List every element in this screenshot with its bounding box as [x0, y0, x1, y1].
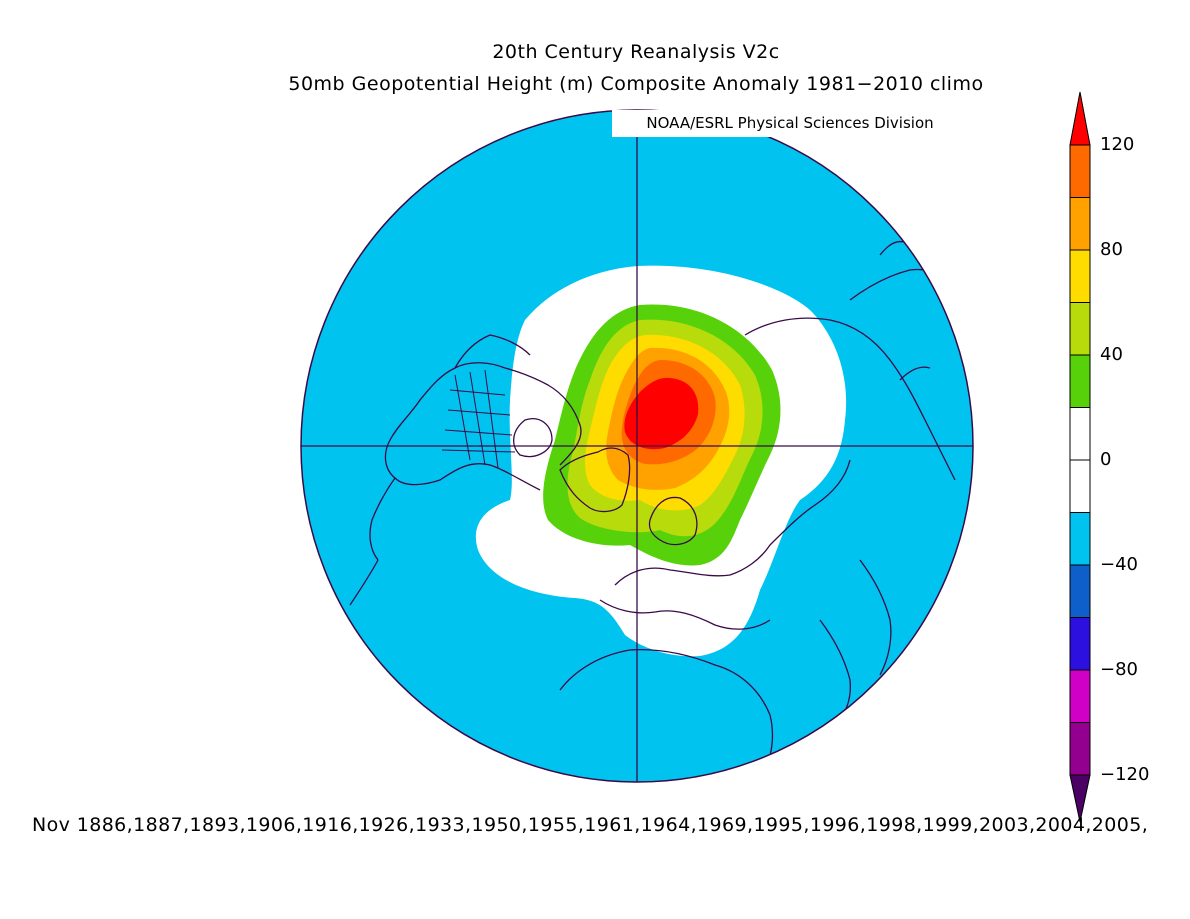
state-borders	[441, 369, 516, 469]
coastlines	[349, 240, 956, 771]
coast-europe	[614, 459, 851, 586]
chart-title-line2: 50mb Geopotential Height (m) Composite A…	[288, 73, 984, 95]
coast-mediterranean	[599, 599, 771, 630]
composite-years: Nov 1886,1887,1893,1906,1916,1926,1933,1…	[32, 814, 1149, 836]
coast-asia	[744, 317, 956, 481]
colorbar-seg-40	[1069, 354, 1091, 408]
coast-south-america	[349, 559, 379, 606]
colorbar-top-triangle	[1069, 91, 1091, 146]
colorbar-seg-neg40	[1069, 564, 1091, 618]
coast-north-america	[384, 362, 582, 491]
coast-alaska	[454, 334, 531, 369]
coast-kamchatka	[879, 240, 906, 256]
colorbar-seg-neg100	[1069, 722, 1091, 776]
colorbar-label-80: 80	[1100, 239, 1123, 260]
colorbar	[1069, 91, 1091, 823]
colorbar-label-40: 40	[1100, 344, 1123, 365]
colorbar-seg-60	[1069, 302, 1091, 356]
coast-africa	[559, 649, 774, 771]
coast-hudson	[513, 418, 553, 458]
coast-greenland	[559, 447, 631, 513]
colorbar-label-neg120: −120	[1100, 764, 1150, 785]
coast-japan	[899, 366, 931, 381]
coast-central-america	[369, 477, 396, 561]
colorbar-seg-neg60	[1069, 617, 1091, 671]
colorbar-seg-neg20	[1069, 512, 1091, 566]
colorbar-label-0: 0	[1100, 449, 1112, 470]
colorbar-seg-100	[1069, 197, 1091, 251]
colorbar-seg-0	[1069, 459, 1091, 513]
colorbar-label-neg80: −80	[1100, 659, 1138, 680]
coast-scandinavia	[648, 496, 698, 546]
colorbar-seg-20	[1069, 407, 1091, 461]
chart-title-line1: 20th Century Reanalysis V2c	[492, 41, 780, 63]
credit-box	[612, 110, 968, 137]
colorbar-label-120: 120	[1100, 134, 1135, 155]
colorbar-seg-neg80	[1069, 669, 1091, 723]
colorbar-seg-120	[1069, 144, 1091, 198]
colorbar-label-neg40: −40	[1100, 554, 1138, 575]
coast-india	[859, 559, 892, 676]
colorbar-bottom-triangle	[1069, 774, 1091, 823]
credit-text: NOAA/ESRL Physical Sciences Division	[646, 114, 933, 132]
anomaly-field-max	[624, 377, 699, 450]
colorbar-seg-80	[1069, 249, 1091, 303]
